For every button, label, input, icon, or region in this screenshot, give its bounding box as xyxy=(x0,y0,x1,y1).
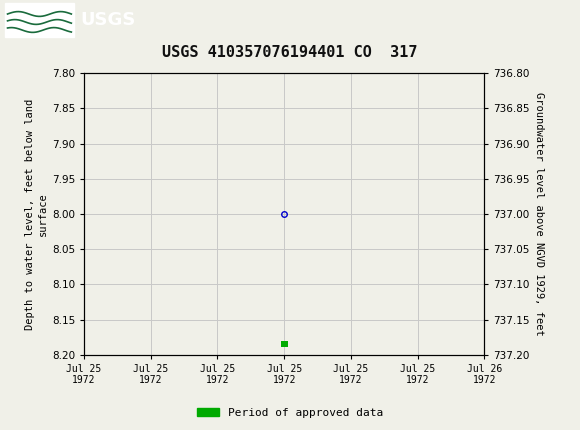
Text: USGS 410357076194401 CO  317: USGS 410357076194401 CO 317 xyxy=(162,45,418,60)
Bar xyxy=(5,3,74,37)
Text: USGS: USGS xyxy=(80,11,135,29)
Y-axis label: Groundwater level above NGVD 1929, feet: Groundwater level above NGVD 1929, feet xyxy=(534,92,544,336)
Bar xyxy=(281,341,288,347)
Y-axis label: Depth to water level, feet below land
surface: Depth to water level, feet below land su… xyxy=(26,98,48,329)
Legend: Period of approved data: Period of approved data xyxy=(193,403,387,422)
